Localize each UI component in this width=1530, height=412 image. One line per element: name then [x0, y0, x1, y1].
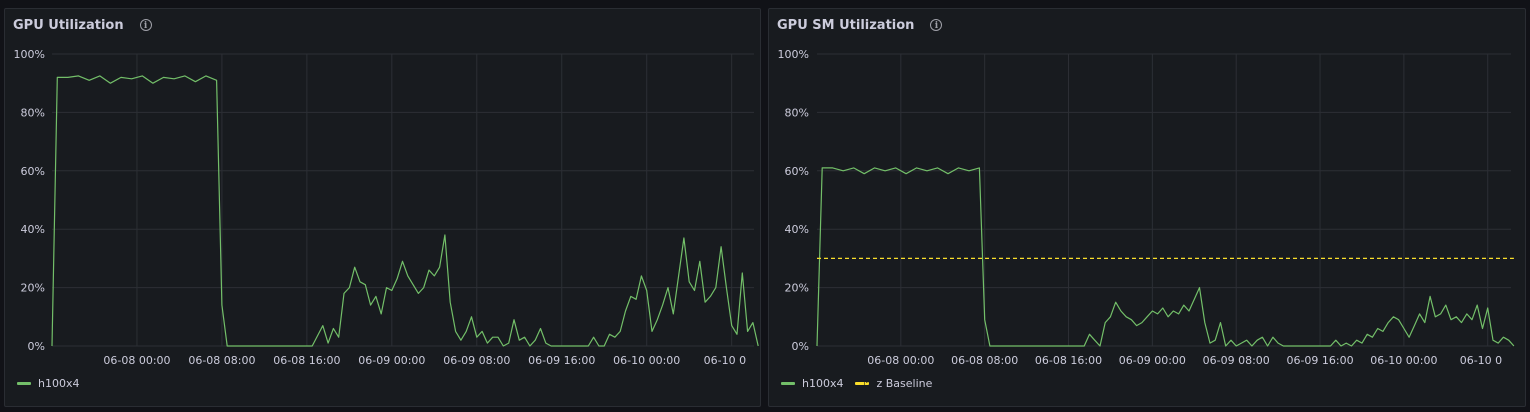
- series-line-h100x4[interactable]: [816, 167, 1515, 347]
- y-tick-label: 0%: [792, 340, 809, 353]
- gpu-utilization-panel: GPU Utilization i 0% 20% 40% 60% 80% 100% 06-0…: [4, 8, 761, 407]
- y-tick-label: 100%: [14, 48, 45, 61]
- info-icon[interactable]: i: [139, 19, 152, 31]
- legend-item-h100x4[interactable]: h100x4: [781, 377, 843, 390]
- x-tick-label: 06-09 08:00: [1203, 354, 1270, 367]
- panel-header: GPU SM Utilization i: [777, 16, 943, 34]
- x-tick-label: 06-10 00:00: [613, 354, 680, 367]
- x-tick-label: 06-08 08:00: [188, 354, 255, 367]
- y-tick-label: 100%: [778, 48, 809, 61]
- series-line-h100x4[interactable]: [51, 75, 759, 347]
- y-tick-label: 80%: [21, 106, 45, 119]
- x-tick-label: 06-09 16:00: [1286, 354, 1353, 367]
- x-tick-label: 06-08 16:00: [273, 354, 340, 367]
- x-tick-label: 06-08 08:00: [951, 354, 1018, 367]
- y-tick-label: 20%: [785, 282, 809, 295]
- x-tick-label: 06-09 00:00: [358, 354, 425, 367]
- legend-label: h100x4: [38, 377, 80, 390]
- legend-label: z Baseline: [876, 377, 933, 390]
- y-tick-label: 40%: [785, 223, 809, 236]
- x-tick-label: 06-09 08:00: [443, 354, 510, 367]
- y-tick-label: 40%: [21, 223, 45, 236]
- gpu-utilization-chart[interactable]: 0% 20% 40% 60% 80% 100% 06-08 00:00 06-08 08:00…: [5, 9, 762, 408]
- y-tick-label: 60%: [785, 165, 809, 178]
- y-tick-label: 80%: [785, 106, 809, 119]
- y-tick-label: 0%: [28, 340, 45, 353]
- legend-swatch: [781, 382, 795, 385]
- panel-title[interactable]: GPU SM Utilization: [777, 17, 915, 33]
- x-tick-label: 06-08 16:00: [1035, 354, 1102, 367]
- x-tick-label: 06-09 00:00: [1119, 354, 1186, 367]
- legend-item-z-baseline[interactable]: z Baseline: [855, 377, 932, 390]
- legend: h100x4: [17, 377, 79, 390]
- info-icon[interactable]: i: [930, 19, 943, 31]
- legend-swatch: [17, 382, 31, 385]
- panel-title[interactable]: GPU Utilization: [13, 17, 124, 33]
- legend: h100x4 z Baseline: [781, 377, 932, 390]
- panel-header: GPU Utilization i: [13, 16, 152, 34]
- x-tick-label: 06-08 00:00: [867, 354, 934, 367]
- x-tick-label: 06-09 16:00: [528, 354, 595, 367]
- legend-item-h100x4[interactable]: h100x4: [17, 377, 79, 390]
- y-tick-label: 20%: [21, 282, 45, 295]
- y-tick-label: 60%: [21, 165, 45, 178]
- legend-swatch: [855, 382, 870, 385]
- gpu-sm-utilization-panel: GPU SM Utilization i 0% 20% 40% 60% 80% 100% 0…: [768, 8, 1526, 407]
- x-tick-label: 06-10 0: [1460, 354, 1502, 367]
- x-tick-label: 06-08 00:00: [103, 354, 170, 367]
- x-tick-label: 06-10 00:00: [1370, 354, 1437, 367]
- legend-label: h100x4: [802, 377, 844, 390]
- gpu-sm-utilization-chart[interactable]: 0% 20% 40% 60% 80% 100% 06-08 00:00 06-08 08:00…: [769, 9, 1527, 408]
- x-tick-label: 06-10 0: [704, 354, 746, 367]
